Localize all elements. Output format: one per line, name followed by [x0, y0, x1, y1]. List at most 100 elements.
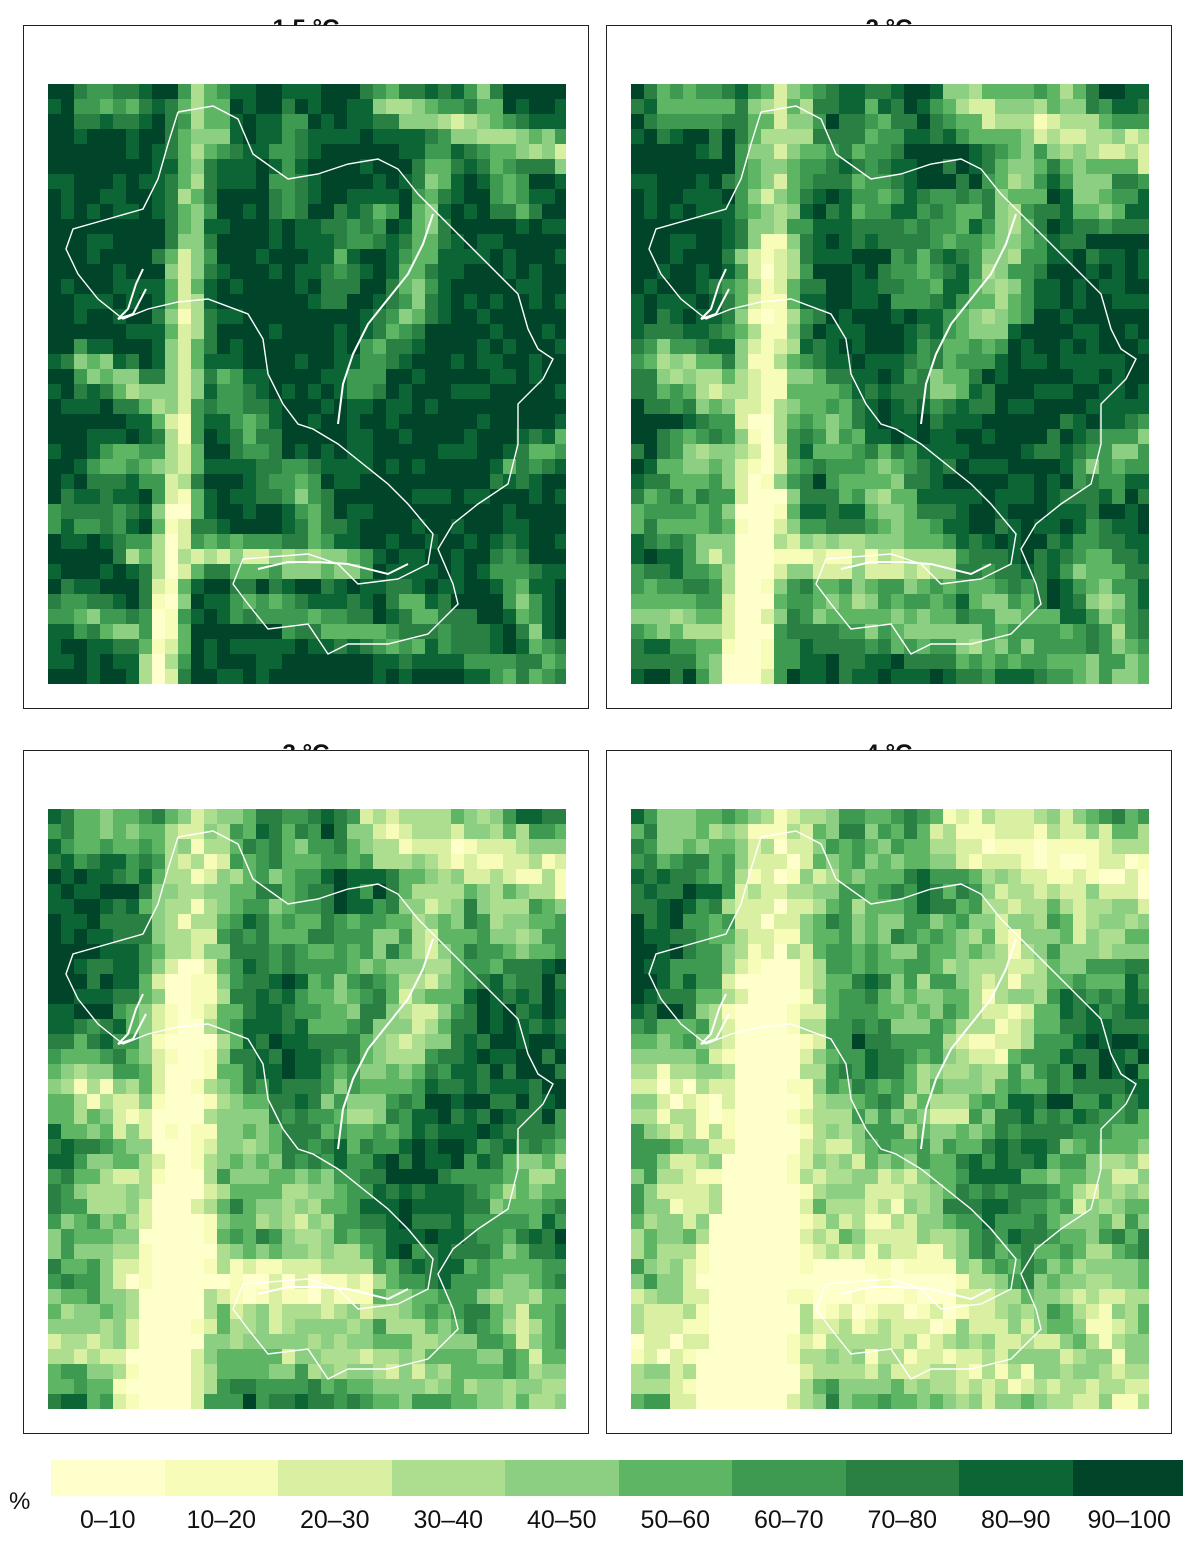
raster-cell — [1047, 99, 1060, 114]
raster-cell — [48, 809, 61, 824]
raster-cell — [139, 1229, 152, 1244]
raster-cell — [891, 129, 904, 144]
raster-cell — [956, 594, 969, 609]
raster-cell — [1138, 459, 1149, 474]
raster-cell — [709, 1199, 722, 1214]
raster-cell — [451, 189, 464, 204]
raster-cell — [321, 1229, 334, 1244]
raster-cell — [657, 1019, 670, 1034]
raster-cell — [982, 99, 995, 114]
raster-cell — [178, 854, 191, 869]
raster-cell — [282, 84, 295, 99]
raster-cell — [1112, 989, 1125, 1004]
raster-cell — [113, 1199, 126, 1214]
raster-cell — [61, 189, 74, 204]
raster-cell — [542, 144, 555, 159]
raster-cell — [917, 1004, 930, 1019]
raster-cell — [139, 1049, 152, 1064]
raster-cell — [904, 1049, 917, 1064]
raster-cell — [956, 264, 969, 279]
raster-cell — [683, 974, 696, 989]
raster-cell — [657, 459, 670, 474]
raster-cell — [230, 1064, 243, 1079]
raster-cell — [503, 369, 516, 384]
raster-cell — [477, 1259, 490, 1274]
raster-cell — [1099, 974, 1112, 989]
raster-cell — [269, 959, 282, 974]
raster-cell — [1112, 809, 1125, 824]
raster-cell — [204, 159, 217, 174]
raster-cell — [787, 1019, 800, 1034]
raster-cell — [334, 564, 347, 579]
raster-cell — [1047, 639, 1060, 654]
raster-cell — [1073, 609, 1086, 624]
raster-cell — [774, 489, 787, 504]
raster-cell — [878, 1004, 891, 1019]
raster-cell — [256, 144, 269, 159]
raster-cell — [826, 219, 839, 234]
raster-cell — [269, 1199, 282, 1214]
raster-cell — [334, 1229, 347, 1244]
raster-cell — [490, 144, 503, 159]
raster-cell — [334, 854, 347, 869]
raster-cell — [243, 1019, 256, 1034]
raster-cell — [878, 84, 891, 99]
raster-cell — [126, 369, 139, 384]
raster-cell — [269, 944, 282, 959]
raster-cell — [516, 1364, 529, 1379]
raster-cell — [904, 174, 917, 189]
raster-cell — [100, 839, 113, 854]
raster-cell — [282, 839, 295, 854]
raster-cell — [943, 989, 956, 1004]
raster-cell — [61, 594, 74, 609]
raster-cell — [204, 1349, 217, 1364]
raster-cell — [1099, 354, 1112, 369]
raster-cell — [165, 1079, 178, 1094]
raster-cell — [269, 489, 282, 504]
raster-cell — [904, 809, 917, 824]
raster-cell — [230, 959, 243, 974]
raster-cell — [438, 579, 451, 594]
raster-cell — [1073, 1169, 1086, 1184]
raster-cell — [735, 824, 748, 839]
raster-cell — [1021, 624, 1034, 639]
raster-cell — [709, 944, 722, 959]
raster-cell — [48, 639, 61, 654]
raster-cell — [126, 1169, 139, 1184]
raster-cell — [282, 1079, 295, 1094]
raster-cell — [542, 1394, 555, 1409]
raster-cell — [644, 839, 657, 854]
raster-cell — [373, 1004, 386, 1019]
raster-cell — [748, 899, 761, 914]
raster-cell — [982, 884, 995, 899]
raster-cell — [1008, 594, 1021, 609]
raster-cell — [826, 639, 839, 654]
raster-cell — [282, 989, 295, 1004]
raster-cell — [243, 944, 256, 959]
raster-cell — [696, 944, 709, 959]
raster-cell — [904, 264, 917, 279]
raster-cell — [1073, 824, 1086, 839]
raster-cell — [1099, 1184, 1112, 1199]
raster-cell — [87, 1124, 100, 1139]
raster-cell — [412, 654, 425, 669]
raster-cell — [722, 1094, 735, 1109]
raster-cell — [1060, 504, 1073, 519]
raster-cell — [61, 1004, 74, 1019]
raster-cell — [696, 1139, 709, 1154]
raster-cell — [503, 824, 516, 839]
raster-cell — [761, 914, 774, 929]
raster-cell — [321, 1244, 334, 1259]
raster-cell — [308, 1109, 321, 1124]
raster-cell — [1008, 1124, 1021, 1139]
raster-cell — [230, 929, 243, 944]
raster-cell — [477, 1214, 490, 1229]
raster-cell — [126, 1199, 139, 1214]
raster-cell — [152, 914, 165, 929]
raster-cell — [399, 84, 412, 99]
raster-cell — [399, 114, 412, 129]
raster-cell — [631, 444, 644, 459]
raster-cell — [813, 1064, 826, 1079]
raster-map — [631, 84, 1149, 684]
raster-cell — [256, 249, 269, 264]
